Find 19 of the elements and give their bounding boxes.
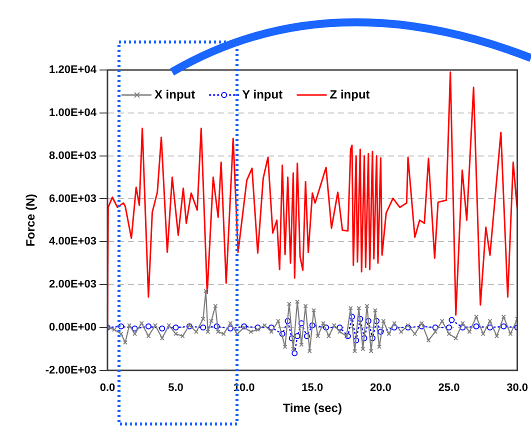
y-axis-title: Force (N) — [24, 194, 38, 247]
y-tick-label: 6.00E+03 — [49, 192, 96, 205]
x-tick-label: 20.0 — [370, 382, 392, 394]
x-tick-label: 25.0 — [438, 382, 460, 394]
legend-label: Z input — [330, 87, 370, 102]
y-tick-label: 8.00E+03 — [49, 150, 96, 162]
legend-label: Y input — [242, 87, 283, 102]
x-tick-label: 15.0 — [302, 382, 324, 394]
x-axis-title: Time (sec) — [282, 401, 342, 416]
y-tick-label: 1.00E+04 — [49, 106, 98, 119]
legend-label: X input — [154, 87, 196, 102]
y-tick-label: 1.20E+04 — [49, 64, 98, 76]
x-tick-label: 30.0 — [506, 382, 528, 394]
x-tick-label: 5.0 — [168, 382, 184, 394]
y-tick-label: 0.00E+00 — [49, 322, 96, 334]
y-tick-label: 4.00E+03 — [49, 236, 96, 248]
y-tick-label: -2.00E+03 — [45, 364, 96, 376]
x-tick-label: 0.0 — [100, 382, 116, 394]
y-tick-label: 2.00E+03 — [49, 278, 96, 291]
